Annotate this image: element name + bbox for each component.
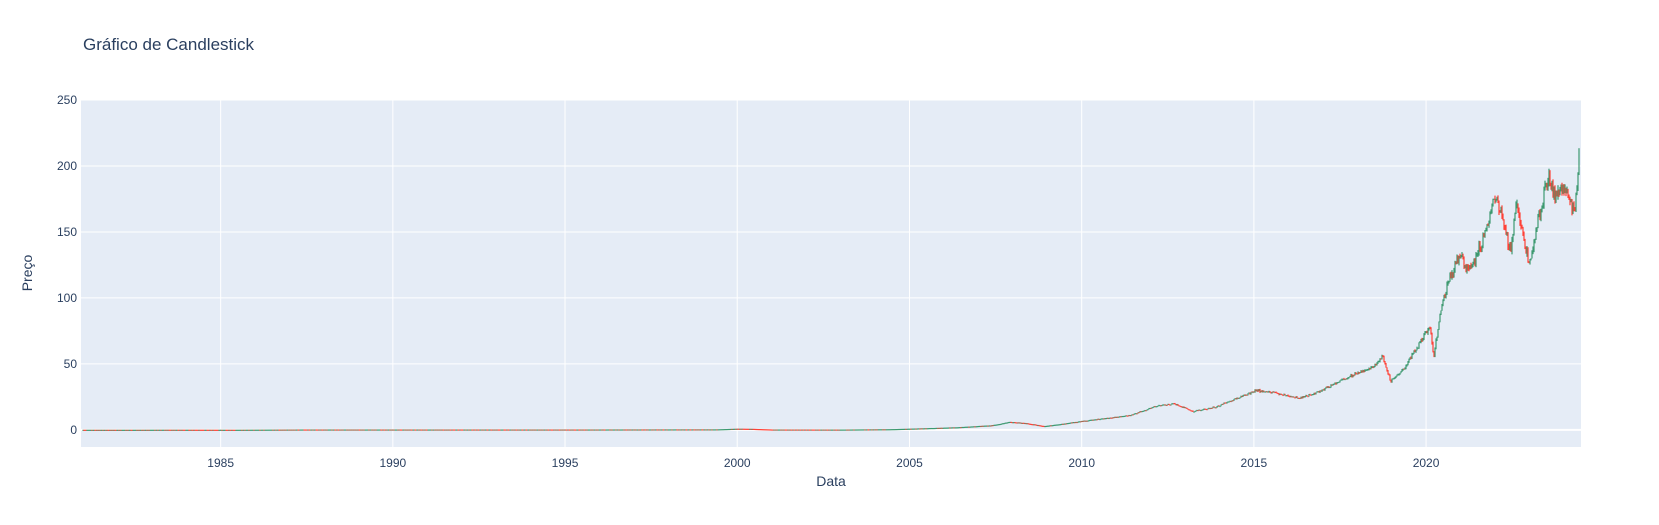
y-tick-label: 50 bbox=[64, 357, 78, 371]
x-tick-label: 2020 bbox=[1413, 456, 1440, 470]
y-tick-label: 0 bbox=[70, 423, 77, 437]
chart-title: Gráfico de Candlestick bbox=[83, 35, 255, 54]
y-tick-label: 150 bbox=[57, 225, 77, 239]
plot-area bbox=[81, 100, 1581, 447]
candles bbox=[82, 148, 1580, 431]
y-tick-label: 250 bbox=[57, 93, 77, 107]
x-tick-label: 2010 bbox=[1068, 456, 1095, 470]
y-tick-labels: 0 50 100 150 200 250 bbox=[57, 93, 77, 437]
x-tick-label: 1985 bbox=[207, 456, 234, 470]
x-tick-label: 2005 bbox=[896, 456, 923, 470]
x-tick-label: 1990 bbox=[379, 456, 406, 470]
x-tick-label: 2000 bbox=[724, 456, 751, 470]
y-axis-title: Preço bbox=[19, 255, 35, 292]
x-tick-labels: 1985 1990 1995 2000 2005 2010 2015 2020 bbox=[207, 456, 1439, 470]
y-tick-label: 100 bbox=[57, 291, 77, 305]
x-axis-title: Data bbox=[816, 473, 846, 489]
x-tick-label: 1995 bbox=[552, 456, 579, 470]
x-tick-label: 2015 bbox=[1241, 456, 1268, 470]
y-tick-label: 200 bbox=[57, 159, 77, 173]
